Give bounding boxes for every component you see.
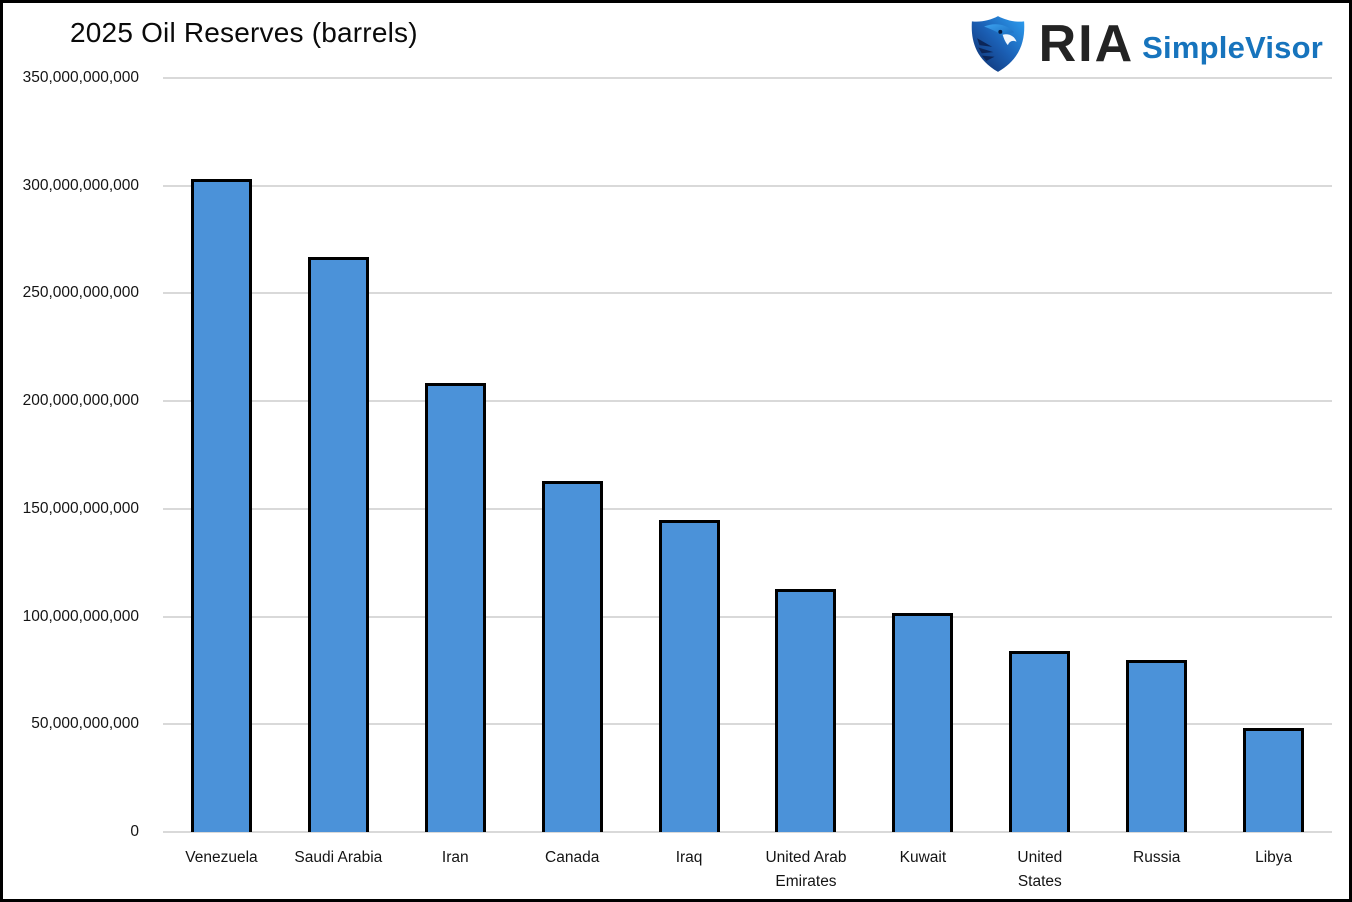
x-tick-label-venezuela: Venezuela — [185, 849, 258, 866]
x-tick-label-saudi-arabia: Saudi Arabia — [294, 849, 383, 866]
bar-libya — [1243, 727, 1305, 832]
chart-title: 2025 Oil Reserves (barrels) — [70, 17, 418, 48]
bar-series — [163, 78, 1332, 832]
gridline — [163, 831, 1332, 833]
eagle-shield-icon — [971, 16, 1024, 72]
gridline — [163, 292, 1332, 295]
x-axis: Venezuela Saudi Arabia Iran Canada Iraq Unite… — [163, 846, 1332, 894]
bar-slot — [631, 78, 748, 832]
gridline — [163, 615, 1332, 618]
bar-united-arab-emirates — [775, 588, 837, 832]
bar-iraq — [658, 519, 720, 832]
bar-venezuela — [190, 179, 252, 832]
bar-slot — [397, 78, 514, 832]
x-tick-label-libya: Libya — [1255, 849, 1293, 866]
x-tick-label-iraq: Iraq — [675, 849, 703, 866]
logo-brand-text: RIA — [1038, 15, 1135, 73]
ria-simplevisor-logo: RIA SimpleVisor — [965, 11, 1323, 77]
bar-slot — [163, 78, 280, 832]
bar-slot — [514, 78, 631, 832]
bar-slot — [1098, 78, 1215, 832]
x-tick-label-russia: Russia — [1133, 849, 1181, 866]
bar-united-states — [1009, 651, 1071, 832]
bar-kuwait — [892, 613, 954, 832]
bar-slot — [280, 78, 397, 832]
y-tick-label: 350,000,000,000 — [22, 69, 139, 86]
gridline — [163, 723, 1332, 726]
y-axis: 0 50,000,000,000 100,000,000,000 150,000,00… — [3, 69, 151, 840]
gridline — [163, 400, 1332, 403]
bar-slot — [864, 78, 981, 832]
gridline — [163, 184, 1332, 187]
bar-canada — [541, 480, 603, 832]
y-tick-label: 150,000,000,000 — [22, 499, 139, 517]
bar-russia — [1126, 659, 1188, 832]
logo-product-text: SimpleVisor — [1142, 30, 1323, 65]
gridline — [163, 507, 1332, 510]
x-tick-label-iran: Iran — [441, 849, 469, 866]
bar-slot — [748, 78, 865, 832]
x-tick-label-united-states: United States — [1017, 849, 1063, 890]
y-tick-label: 200,000,000,000 — [22, 392, 139, 410]
y-tick-label: 0 — [130, 823, 139, 840]
y-tick-label: 250,000,000,000 — [22, 284, 139, 302]
bar-iran — [424, 382, 486, 832]
bar-slot — [981, 78, 1098, 832]
y-tick-label: 300,000,000,000 — [22, 176, 139, 194]
x-tick-label-united-arab-emirates: United Arab Emirates — [765, 849, 847, 890]
x-tick-label-canada: Canada — [545, 849, 600, 866]
x-tick-label-kuwait: Kuwait — [899, 849, 947, 866]
bar-slot — [1215, 78, 1332, 832]
bar-saudi-arabia — [307, 256, 369, 832]
gridline — [163, 77, 1332, 79]
y-tick-label: 100,000,000,000 — [22, 607, 139, 625]
y-tick-label: 50,000,000,000 — [31, 715, 139, 733]
plot-area — [163, 77, 1332, 833]
